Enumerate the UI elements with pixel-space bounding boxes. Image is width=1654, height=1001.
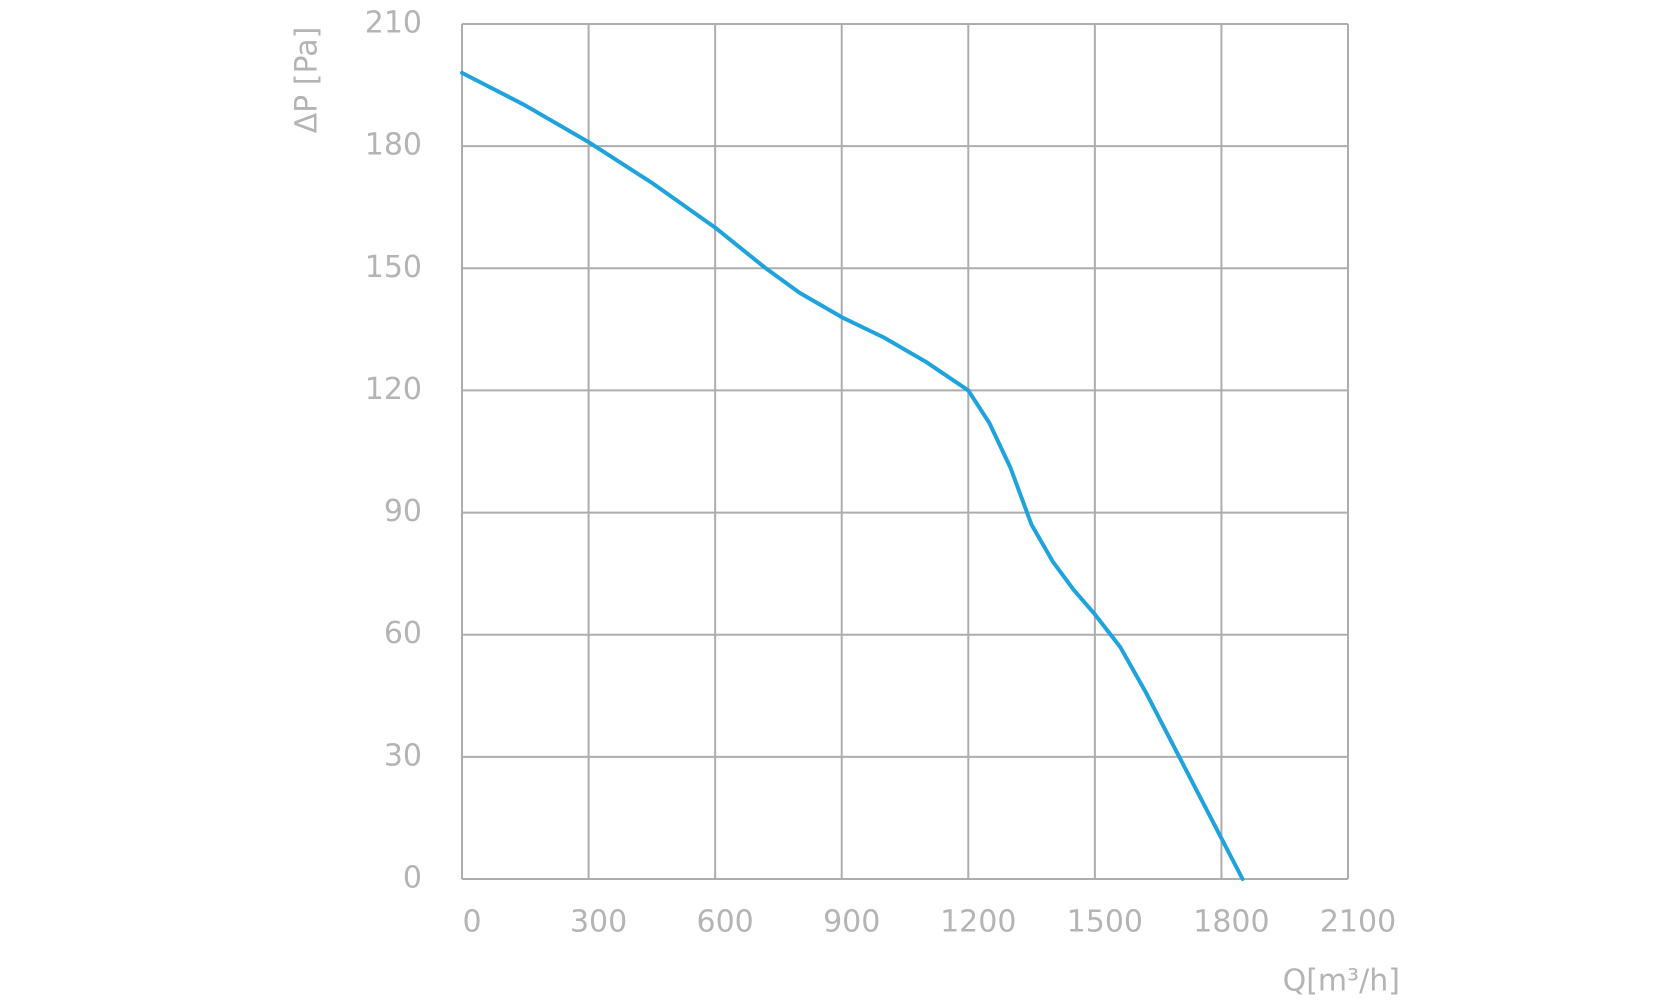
y-tick-label: 120 (365, 372, 422, 407)
x-tick-label: 900 (823, 905, 880, 940)
y-axis-label: ΔP [Pa] (290, 27, 325, 134)
y-tick-label: 0 (403, 861, 422, 896)
x-tick-label: 1200 (940, 905, 1016, 940)
x-axis-label: Q[m³/h] (1283, 964, 1400, 999)
x-tick-label: 0 (462, 905, 481, 940)
y-tick-label: 60 (384, 616, 422, 651)
x-tick-label: 600 (697, 905, 754, 940)
data-line (460, 70, 1245, 881)
y-tick-label: 210 (365, 6, 422, 41)
y-tick-label: 150 (365, 250, 422, 285)
y-tick-label: 30 (384, 738, 422, 773)
x-tick-label: 300 (570, 905, 627, 940)
y-tick-label: 90 (384, 494, 422, 529)
y-tick-label: 180 (365, 128, 422, 163)
x-tick-label: 1800 (1193, 905, 1269, 940)
x-tick-label: 2100 (1320, 905, 1396, 940)
x-tick-label: 1500 (1067, 905, 1143, 940)
